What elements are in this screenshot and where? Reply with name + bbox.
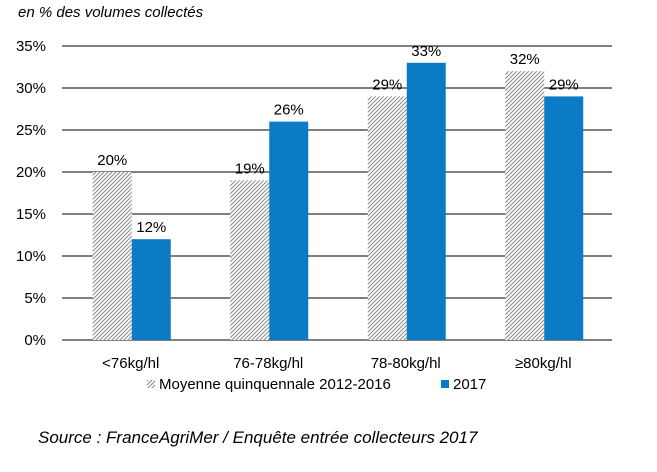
data-label: 29% bbox=[372, 76, 402, 93]
y-tick-label: 10% bbox=[16, 248, 46, 265]
bar-moyenne bbox=[92, 172, 132, 340]
bar-moyenne bbox=[230, 180, 270, 340]
y-tick-label: 30% bbox=[16, 80, 46, 97]
data-label: 29% bbox=[549, 76, 579, 93]
bar-moyenne bbox=[505, 71, 545, 340]
legend-swatch-2017 bbox=[441, 380, 449, 388]
y-unit-label: en % des volumes collectés bbox=[18, 4, 204, 21]
source-note: Source : FranceAgriMer / Enquête entrée … bbox=[38, 428, 478, 447]
data-label: 26% bbox=[274, 102, 304, 119]
data-label: 12% bbox=[136, 219, 166, 236]
data-label: 19% bbox=[235, 160, 265, 177]
y-tick-label: 15% bbox=[16, 206, 46, 223]
x-tick-label: ≥80kg/hl bbox=[515, 355, 572, 372]
legend-label-moyenne: Moyenne quinquennale 2012-2016 bbox=[159, 376, 391, 393]
bar-2017 bbox=[269, 121, 309, 340]
x-tick-label: <76kg/hl bbox=[102, 355, 159, 372]
y-tick-label: 0% bbox=[24, 332, 46, 349]
x-tick-label: 76-78kg/hl bbox=[233, 355, 303, 372]
y-tick-label: 35% bbox=[16, 38, 46, 55]
bar-2017 bbox=[406, 62, 446, 341]
data-label: 20% bbox=[97, 152, 127, 169]
bar-2017 bbox=[544, 96, 584, 341]
data-label: 33% bbox=[411, 43, 441, 60]
y-tick-label: 5% bbox=[24, 290, 46, 307]
bar-moyenne bbox=[367, 96, 407, 341]
data-label: 32% bbox=[510, 51, 540, 68]
y-tick-label: 20% bbox=[16, 164, 46, 181]
x-tick-label: 78-80kg/hl bbox=[371, 355, 441, 372]
legend-swatch-moyenne bbox=[147, 380, 155, 388]
legend-label-2017: 2017 bbox=[453, 376, 486, 393]
bar-2017 bbox=[131, 239, 171, 340]
y-tick-label: 25% bbox=[16, 122, 46, 139]
